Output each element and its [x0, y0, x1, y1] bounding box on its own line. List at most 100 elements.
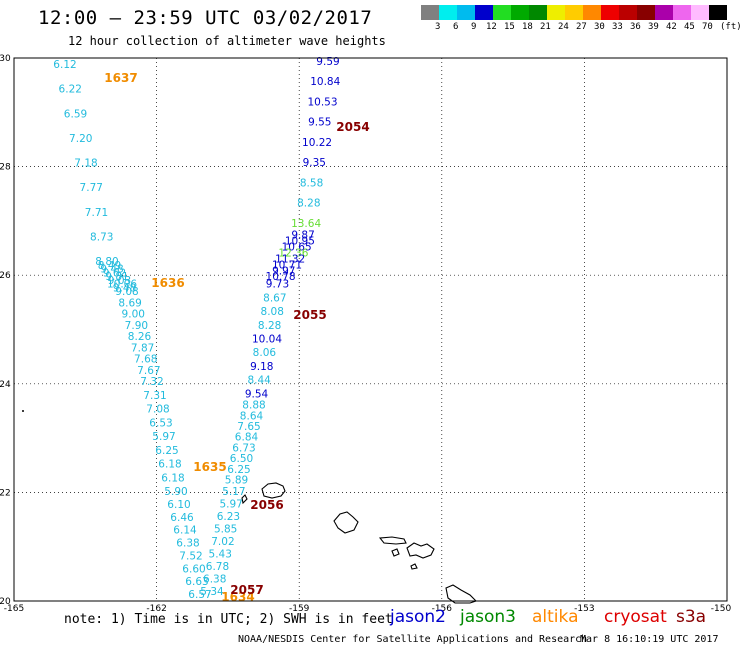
- colorbar-swatch: [547, 5, 565, 20]
- swh-value-east: 5.85: [214, 524, 237, 536]
- page-title: 12:00 – 23:59 UTC 03/02/2017: [38, 7, 373, 29]
- colorbar-label: 18: [522, 22, 533, 32]
- swh-value-east: 6.84: [235, 432, 259, 444]
- colorbar-swatch: [439, 5, 457, 20]
- swh-value-west: 7.08: [146, 404, 169, 416]
- swh-value-east: 10.95: [285, 236, 315, 248]
- lat-tick-label: 24: [0, 380, 11, 390]
- swh-value-east: 8.44: [247, 375, 271, 387]
- swh-value-east: 9.97: [272, 265, 295, 277]
- swh-value-east: 12.36: [278, 247, 308, 259]
- swh-value-west: 6.12: [53, 59, 76, 71]
- swh-value-east: 6.25: [227, 464, 250, 476]
- swh-value-west: 9.62: [103, 267, 126, 279]
- swh-value-east: 6.50: [230, 453, 253, 465]
- swh-value-east: 8.28: [297, 198, 320, 210]
- swh-value-east: 7.02: [211, 536, 234, 548]
- colorbar-label: 6: [453, 22, 459, 32]
- footer-credit: NOAA/NESDIS Center for Satellite Applica…: [238, 634, 588, 645]
- swh-value-west: 9.03: [108, 275, 131, 287]
- swh-value-east: 9.35: [303, 157, 326, 169]
- swh-value-west: 7.68: [134, 354, 157, 366]
- swh-value-west: 5.97: [152, 431, 175, 443]
- colorbar-swatch: [475, 5, 493, 20]
- pass-time-label: 1635: [193, 460, 226, 474]
- swh-value-west: 9.48: [113, 282, 136, 294]
- stray-point: [22, 410, 24, 412]
- colorbar-swatch: [619, 5, 637, 20]
- swh-value-west: 7.67: [137, 365, 160, 377]
- colorbar-swatch: [583, 5, 601, 20]
- colorbar-label: (ft): [720, 22, 740, 32]
- lon-tick-label: -165: [4, 604, 24, 614]
- swh-value-west: 9.00: [122, 309, 145, 321]
- swh-value-east: 9.87: [291, 230, 314, 242]
- colorbar-swatch: [421, 5, 439, 20]
- colorbar-swatch: [511, 5, 529, 20]
- colorbar-swatch: [565, 5, 583, 20]
- swh-value-west: 7.31: [143, 390, 166, 402]
- colorbar-label: 3: [435, 22, 441, 32]
- swh-value-west: 7.90: [125, 320, 148, 332]
- pass-time-label: 1637: [104, 71, 137, 85]
- swh-value-east: 10.78: [266, 271, 296, 283]
- swh-value-west: 8.69: [118, 297, 141, 309]
- pass-time-label: 1636: [151, 276, 184, 290]
- island-kahoolawe: [410, 563, 418, 570]
- swh-value-west: 7.52: [179, 550, 202, 562]
- swh-value-east: 10.65: [282, 241, 312, 253]
- swh-value-west: 8.73: [90, 231, 113, 243]
- lat-tick-label: 30: [0, 54, 11, 64]
- swh-value-west: 7.32: [140, 376, 163, 388]
- colorbar-label: 30: [594, 22, 605, 32]
- swh-value-west: 8.49: [98, 260, 121, 272]
- swh-value-west: 8.26: [128, 331, 152, 343]
- legend-entry: cryosat: [604, 607, 667, 627]
- swh-value-east: 8.88: [242, 400, 265, 412]
- colorbar-label: 15: [504, 22, 515, 32]
- swh-value-east: 6.23: [217, 511, 240, 523]
- lon-tick-label: -159: [289, 604, 310, 614]
- pass-time-label: 2054: [336, 120, 369, 134]
- colorbar-swatch: [691, 5, 709, 20]
- island-molokai: [378, 536, 407, 545]
- colorbar-label: 21: [540, 22, 551, 32]
- lat-tick-label: 20: [0, 597, 11, 607]
- swh-value-west: 7.87: [131, 342, 154, 354]
- colorbar-label: 39: [648, 22, 659, 32]
- swh-value-west: 6.14: [173, 525, 197, 537]
- swh-value-west: 5.90: [164, 486, 187, 498]
- swh-value-east: 8.28: [258, 320, 281, 332]
- colorbar-swatch: [655, 5, 673, 20]
- swh-value-west: 6.46: [170, 512, 194, 524]
- colorbar-label: 24: [558, 22, 569, 32]
- swh-value-west: 6.57: [188, 589, 211, 601]
- legend-entry: jason3: [460, 607, 516, 627]
- swh-value-east: 9.73: [266, 279, 289, 291]
- swh-value-east: 8.58: [300, 177, 323, 189]
- swh-value-west: 6.18: [161, 472, 184, 484]
- swh-value-east: 8.06: [253, 347, 277, 359]
- map-frame: [13, 57, 728, 602]
- swh-value-east: 10.84: [310, 76, 340, 88]
- lon-tick-label: -150: [711, 604, 732, 614]
- colorbar: [421, 5, 727, 20]
- lon-tick-label: -162: [146, 604, 166, 614]
- colorbar-label: 42: [666, 22, 677, 32]
- swh-value-west: 6.63: [185, 576, 208, 588]
- lat-tick-label: 26: [0, 271, 11, 281]
- colorbar-swatch: [493, 5, 511, 20]
- island-lanai: [391, 548, 400, 557]
- swh-value-east: 10.22: [302, 137, 332, 149]
- swh-value-west: 7.71: [85, 207, 108, 219]
- swh-value-west: 6.53: [149, 417, 172, 429]
- island-maui: [406, 542, 435, 559]
- swh-value-west: 6.10: [167, 499, 190, 511]
- swh-value-east: 8.67: [263, 292, 286, 304]
- colorbar-label: 45: [684, 22, 695, 32]
- colorbar-swatch: [529, 5, 547, 20]
- swh-value-east: 5.43: [209, 549, 232, 561]
- swh-value-east: 6.78: [206, 561, 229, 573]
- swh-value-west: 6.22: [59, 84, 82, 96]
